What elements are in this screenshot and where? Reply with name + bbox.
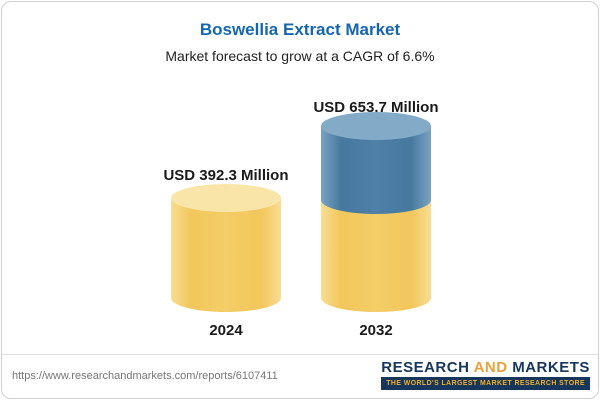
axis-label-2024: 2024 (209, 322, 243, 339)
logo-word-markets: MARKETS (512, 359, 590, 376)
logo-word-research: RESEARCH (381, 359, 470, 376)
bar-chart: USD 392.3 Million USD 653.7 Million 2024… (2, 2, 598, 357)
bar-2032-base-segment (321, 200, 431, 312)
bar-2024-body (171, 198, 281, 312)
research-and-markets-logo: RESEARCH AND MARKETS THE WORLD'S LARGEST… (381, 359, 590, 390)
bar-2032-growth-segment (321, 126, 431, 214)
bar-2032 (321, 112, 431, 312)
bar-2032-top-ellipse (321, 112, 431, 140)
bar-2024-top-ellipse (171, 184, 281, 212)
axis-label-2032: 2032 (359, 322, 393, 339)
footer: https://www.researchandmarkets.com/repor… (2, 354, 598, 398)
value-label-2024: USD 392.3 Million (163, 167, 289, 184)
report-url-link[interactable]: https://www.researchandmarkets.com/repor… (12, 370, 278, 382)
page-subtitle: Market forecast to grow at a CAGR of 6.6… (165, 48, 435, 64)
bar-2024 (171, 184, 281, 312)
logo-tagline: THE WORLD'S LARGEST MARKET RESEARCH STOR… (381, 377, 590, 390)
value-label-2032: USD 653.7 Million (313, 99, 439, 116)
page-title: Boswellia Extract Market (199, 20, 401, 39)
logo-word-and: AND (473, 359, 508, 376)
logo-wordmark: RESEARCH AND MARKETS (381, 359, 590, 376)
